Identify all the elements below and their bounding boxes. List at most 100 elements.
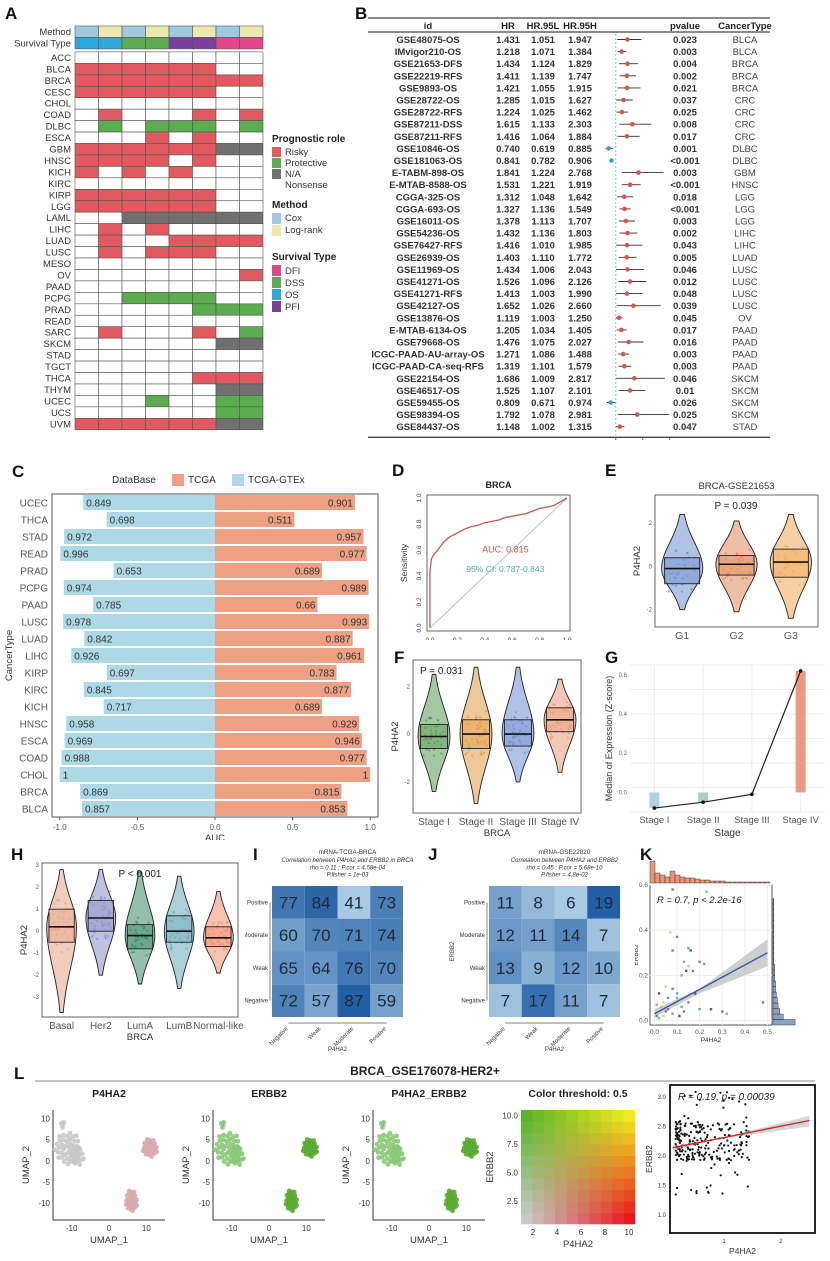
bar-label-tcga: 0.929 — [332, 720, 357, 731]
data-point — [104, 934, 107, 937]
bar-label-tcga-gtex: 0.996 — [63, 550, 88, 561]
y-axis-label: P4HA2 — [632, 546, 643, 576]
bar-tcga — [215, 767, 371, 782]
row-pvalue: 0.003 — [673, 168, 697, 179]
cell-point — [462, 1140, 467, 1146]
blend-cell — [521, 1189, 533, 1202]
heatmap-cell — [98, 223, 123, 236]
row-hr95l: 1.221 — [531, 180, 555, 191]
data-point — [721, 1010, 724, 1013]
data-point — [516, 734, 519, 737]
data-point — [550, 735, 553, 738]
blend-cell — [566, 1189, 579, 1202]
y-axis-label: UMAP_2 — [181, 1146, 192, 1184]
heatmap-cell — [168, 337, 193, 350]
y-tick-label: 0.4 — [639, 927, 648, 934]
cell-point — [471, 1138, 476, 1143]
legend-swatch-tcga-gtex — [232, 474, 244, 486]
x-tick-label: 10 — [302, 1224, 311, 1233]
stage-bar — [649, 792, 660, 809]
heatmap-cell — [98, 257, 123, 270]
row-hr95l: 1.096 — [531, 277, 555, 288]
blend-cell — [543, 1155, 556, 1168]
data-point — [678, 1135, 681, 1138]
data-point — [683, 1132, 686, 1135]
bar-tcga — [215, 716, 360, 731]
y-tick-label: 0.2 — [639, 972, 648, 979]
heatmap-cell — [145, 269, 170, 282]
bar-tcga-gtex — [64, 733, 216, 748]
heatmap-cell — [121, 143, 146, 156]
heatmap-cell — [239, 177, 264, 190]
bar-tcga — [215, 631, 353, 646]
data-point — [722, 568, 725, 571]
survival-cell — [98, 37, 123, 50]
heatmap-cell — [74, 154, 99, 167]
y-tick-label: 2.5 — [658, 1124, 667, 1130]
cell-point — [443, 1201, 449, 1207]
row-pvalue: 0.025 — [673, 108, 697, 119]
y-tick-label: 10 — [361, 1114, 370, 1123]
data-point — [566, 736, 569, 739]
row-hr95l: 1.002 — [531, 422, 555, 433]
data-point — [136, 916, 140, 919]
data-point — [568, 722, 571, 725]
heatmap-cell — [215, 85, 240, 98]
heatmap-cell — [98, 292, 123, 305]
heatmap-cell — [121, 200, 146, 213]
legend-swatch — [272, 265, 281, 276]
row-id: GSE10846-OS — [396, 144, 459, 155]
heatmap-cell — [272, 886, 305, 919]
row-id: GSE41271-OS — [396, 277, 459, 288]
data-point — [92, 928, 95, 932]
heatmap-cell — [74, 223, 99, 236]
y-tick-label: 0.0 — [416, 623, 423, 632]
data-point — [698, 1123, 701, 1127]
data-point — [671, 888, 674, 891]
row-cancer-type: BLCA — [733, 35, 758, 46]
data-point — [740, 1141, 743, 1144]
category-label: PCPG — [20, 584, 49, 595]
cell-point — [444, 1192, 450, 1198]
row-pvalue: 0.037 — [673, 96, 697, 107]
heatmap-cell — [489, 984, 522, 1017]
row-id: GSE87211-RFS — [394, 132, 462, 143]
blend-cell — [612, 1144, 624, 1156]
p-value: P = 0.039 — [715, 501, 758, 512]
right-histogram-bar — [772, 931, 775, 938]
y-tick-label: -1 — [34, 951, 40, 957]
blend-cell — [589, 1189, 602, 1202]
blend-cell — [578, 1178, 590, 1191]
heatmap-cell — [215, 406, 240, 419]
heatmap-cell — [521, 886, 555, 919]
data-point — [548, 711, 551, 714]
heatmap-cell — [168, 372, 193, 385]
bar-label-tcga-gtex: 0.785 — [96, 601, 121, 612]
hr-point — [627, 279, 633, 284]
row-id: GSE26939-OS — [396, 253, 459, 264]
data-point — [107, 921, 110, 925]
hr-point — [625, 267, 630, 272]
cell-point — [61, 1132, 67, 1138]
data-point — [211, 942, 214, 946]
data-point — [703, 1153, 706, 1156]
row-hr95h: 2.101 — [568, 386, 592, 397]
method-cell — [145, 25, 170, 38]
data-point — [745, 1129, 748, 1132]
heatmap-cell — [521, 951, 555, 985]
data-point — [706, 1133, 709, 1137]
data-point — [551, 724, 555, 727]
data-point — [53, 902, 56, 905]
data-point — [549, 737, 552, 740]
heatmap-cell — [74, 189, 99, 202]
blend-cell — [600, 1167, 613, 1179]
data-point — [51, 928, 54, 932]
data-point — [687, 1001, 690, 1004]
heatmap-cell — [168, 303, 193, 316]
data-point — [467, 746, 470, 749]
heatmap-cell — [215, 314, 240, 327]
data-point — [481, 734, 484, 737]
data-point — [729, 1159, 733, 1162]
confidence-band — [654, 939, 768, 1018]
data-point — [483, 739, 486, 742]
